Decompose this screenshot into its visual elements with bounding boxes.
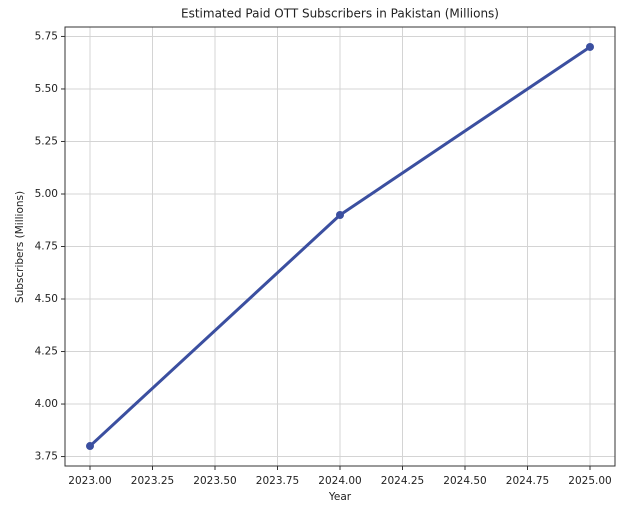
y-tick-label: 4.50 [35,293,58,305]
y-tick-label: 5.25 [35,135,58,147]
chart-title: Estimated Paid OTT Subscribers in Pakist… [181,7,499,21]
x-tick-label: 2024.25 [381,475,424,487]
y-tick-label: 5.00 [35,188,58,200]
x-tick-label: 2023.75 [256,475,299,487]
x-tick-label: 2024.75 [506,475,549,487]
data-point [586,42,594,51]
x-tick-label: 2024.00 [318,475,361,487]
x-tick-label: 2023.25 [131,475,174,487]
y-tick-label: 4.25 [35,346,58,358]
x-tick-label: 2025.00 [568,475,611,487]
data-point [86,442,94,451]
y-tick-label: 5.50 [35,83,58,95]
x-tick-label: 2023.00 [68,475,111,487]
data-point [336,210,344,219]
x-tick-label: 2024.50 [443,475,486,487]
y-tick-label: 4.00 [35,398,58,410]
y-tick-label: 4.75 [35,241,58,253]
y-tick-label: 5.75 [35,30,58,42]
x-axis-label: Year [328,491,352,503]
y-tick-label: 3.75 [35,451,58,463]
x-tick-label: 2023.50 [193,475,236,487]
plot-frame [64,26,616,467]
y-axis-label: Subscribers (Millions) [14,191,26,303]
